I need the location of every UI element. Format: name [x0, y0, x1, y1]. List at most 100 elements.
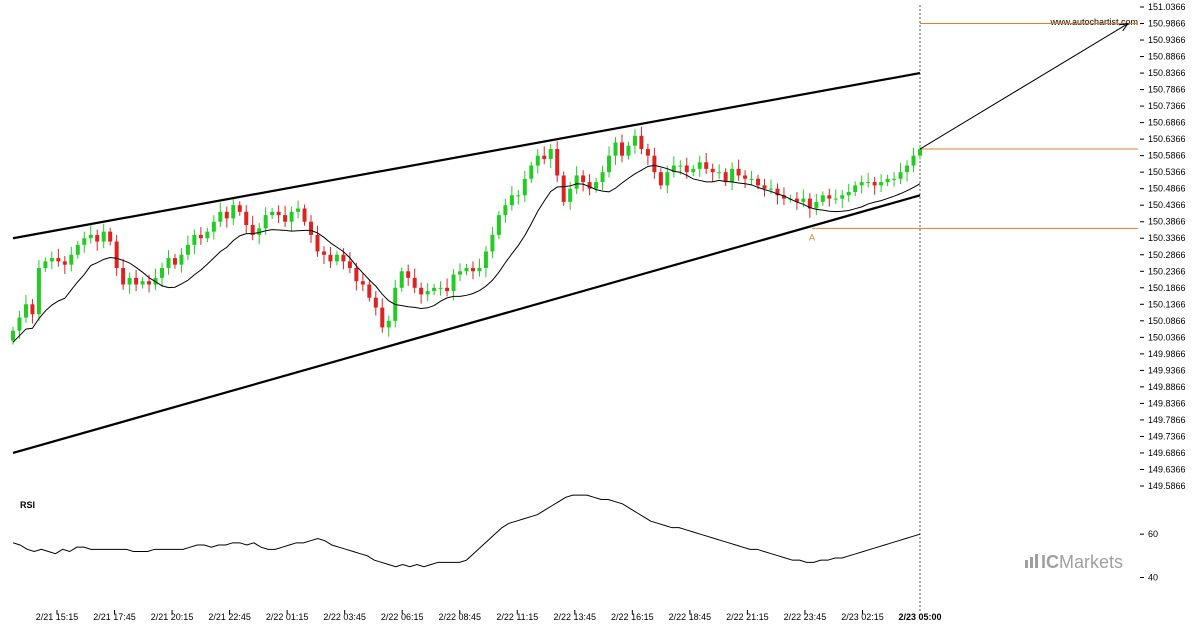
time-tick-label: 2/22 03:45 [323, 612, 366, 622]
time-tick-label: 2/21 17:45 [93, 612, 136, 622]
candle-down [328, 254, 333, 262]
candle-up [820, 195, 825, 202]
candle-up [529, 165, 534, 179]
price-tick-label: 150.3866 [1148, 217, 1186, 227]
candle-up [671, 165, 676, 173]
channel-lower-line [12, 194, 921, 455]
time-tick-label: 2/22 11:15 [496, 612, 538, 622]
candle-down [62, 261, 67, 265]
candle-up [270, 211, 275, 216]
candle-up [840, 195, 845, 199]
candle-up [289, 211, 294, 222]
price-tick-label: 151.0366 [1148, 2, 1186, 12]
candle-up [548, 149, 553, 159]
candle-down [114, 241, 119, 268]
candle-up [801, 198, 806, 202]
candle-up [179, 254, 184, 265]
time-tick-label: 2/23 02:15 [841, 612, 884, 622]
candle-down [406, 271, 411, 278]
candle-up [49, 258, 54, 262]
candle-down [121, 267, 126, 285]
candle-up [516, 195, 521, 197]
candle-down [198, 234, 203, 239]
price-tick-label: 150.5866 [1148, 151, 1186, 161]
price-tick-label: 150.9866 [1148, 19, 1186, 29]
brand-bar-icon [1025, 560, 1028, 568]
price-tick-label: 150.8866 [1148, 52, 1186, 62]
candle-up [665, 172, 670, 186]
candle-down [581, 175, 586, 183]
moving-average-line [12, 164, 921, 343]
candle-down [445, 287, 450, 292]
candle-up [386, 320, 391, 328]
candle-up [918, 149, 922, 156]
candle-down [276, 211, 281, 216]
candle-up [160, 267, 165, 278]
candle-down [237, 205, 242, 212]
candle-up [451, 274, 456, 292]
candle-down [775, 188, 780, 196]
candle-up [568, 188, 573, 202]
rsi-tick-label: 60 [1148, 529, 1158, 539]
watermark-text: www.autochartist.com [1049, 17, 1138, 27]
time-tick-label: 2/22 08:45 [438, 612, 481, 622]
time-tick-label: 2/22 21:15 [726, 612, 769, 622]
candle-down [542, 155, 547, 159]
candle-down [872, 182, 877, 186]
candle-up [483, 251, 488, 268]
candle-up [438, 287, 443, 289]
forecast-arrowhead-icon [1119, 22, 1130, 32]
candle-up [911, 155, 916, 166]
candle-down [587, 182, 592, 189]
candle-up [211, 221, 216, 232]
candle-up [730, 168, 735, 183]
candle-up [522, 178, 527, 196]
price-tick-label: 150.1366 [1148, 299, 1186, 309]
candle-down [360, 281, 365, 285]
candle-down [302, 208, 307, 222]
candle-down [354, 267, 359, 282]
candle-up [399, 271, 404, 288]
candle-down [341, 254, 346, 262]
candle-down [561, 175, 566, 202]
candle-up [458, 271, 463, 275]
candle-up [879, 182, 884, 186]
brand-name: ICMarkets [1041, 552, 1123, 572]
price-tick-label: 150.7366 [1148, 101, 1186, 111]
candle-up [768, 188, 773, 190]
brand-bar-icon [1030, 557, 1033, 568]
candle-up [632, 135, 637, 146]
candle-up [464, 267, 469, 272]
candle-down [645, 149, 650, 156]
candle-up [866, 182, 871, 184]
candle-down [347, 261, 352, 268]
candle-down [380, 307, 385, 328]
time-tick-label: 2/22 06:15 [381, 612, 424, 622]
price-tick-label: 149.7866 [1148, 415, 1186, 425]
price-tick-label: 150.5366 [1148, 167, 1186, 177]
price-tick-label: 150.7866 [1148, 85, 1186, 95]
candle-up [334, 254, 339, 262]
price-tick-label: 150.4866 [1148, 184, 1186, 194]
candle-up [425, 291, 430, 295]
candle-up [691, 168, 696, 173]
candle-down [419, 287, 424, 295]
candle-down [639, 135, 644, 150]
time-tick-label: 2/22 23:45 [784, 612, 827, 622]
candle-down [736, 168, 741, 176]
candle-down [555, 149, 560, 176]
candle-up [574, 175, 579, 189]
price-tick-label: 150.8366 [1148, 68, 1186, 78]
candle-down [470, 267, 475, 272]
candle-up [626, 145, 631, 156]
candle-down [30, 304, 35, 315]
candle-up [853, 185, 858, 192]
candle-up [885, 178, 890, 183]
candle-up [594, 182, 599, 189]
candle-up [678, 165, 683, 167]
candle-up [23, 304, 28, 318]
candle-up [185, 244, 190, 255]
candle-up [846, 191, 851, 196]
candle-down [250, 225, 255, 235]
price-tick-label: 149.9866 [1148, 349, 1186, 359]
